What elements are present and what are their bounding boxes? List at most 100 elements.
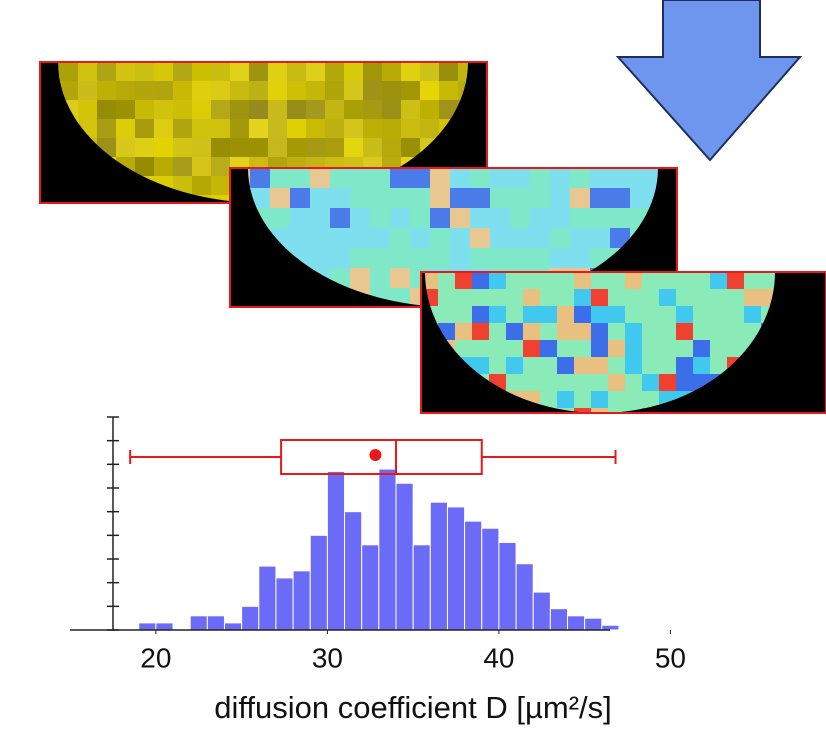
map-cell [350,268,371,289]
map-cell [154,100,174,120]
map-cell [530,248,551,269]
map-cell [744,306,762,324]
map-cell [591,408,609,426]
map-cell [574,272,592,290]
map-cell [506,289,524,307]
map-cell [659,340,677,358]
map-cell [401,62,421,82]
map-cell [642,357,660,375]
map-cell [490,188,511,209]
map-cell [290,188,311,209]
map-cell [382,100,402,120]
map-cell [306,138,326,158]
map-cell [230,81,250,101]
map-cell [625,374,643,392]
map-cell [211,62,231,82]
map-cell [370,268,391,289]
map-cell [438,306,456,324]
map-cell [363,138,383,158]
map-cell [211,119,231,139]
map-cell [489,357,507,375]
map-cell [116,62,136,82]
map-cell [574,340,592,358]
map-cell [540,272,558,290]
map-cell [211,138,231,158]
bar [259,566,276,630]
map-cell [306,119,326,139]
map-cell [173,81,193,101]
map-cell [363,81,383,101]
map-cell [330,208,351,229]
map-cell [230,119,250,139]
map-cell [249,81,269,101]
bar [430,502,447,630]
x-tick-label: 40 [483,642,514,673]
x-axis-label: diffusion coefficient D [µm²/s] [214,690,612,725]
map-cell [530,208,551,229]
map-cell [97,119,117,139]
bar [327,471,344,630]
bar [242,606,259,630]
map-cell [78,62,98,82]
map-cell [192,138,212,158]
bar [293,571,310,630]
map-cell [523,340,541,358]
map-cell [154,81,174,101]
map-cell [350,208,371,229]
map-cell [510,168,531,189]
map-cell [523,289,541,307]
map-cell [154,138,174,158]
map-cell [510,188,531,209]
map-cell [430,188,451,209]
map-cell [325,81,345,101]
map-cell [608,340,626,358]
map-cell [659,272,677,290]
map-cell [249,62,269,82]
map-cell [270,208,291,229]
map-cell [420,119,440,139]
map-cell [591,323,609,341]
arrow [618,0,800,160]
map-cell [455,306,473,324]
map-cell [192,62,212,82]
map-cell [625,323,643,341]
map-cell [676,306,694,324]
map-cell [154,62,174,82]
map-cell [410,248,431,269]
map-cell [270,168,291,189]
map-cell [438,289,456,307]
map-cell [154,157,174,177]
map-cell [523,323,541,341]
map-cell [306,100,326,120]
map-cell [642,374,660,392]
bar [310,535,327,630]
bar [482,528,499,630]
map-cell [470,208,491,229]
map-cell [420,62,440,82]
bar [190,616,207,630]
map-cell [370,228,391,249]
map-cell [450,208,471,229]
map-cell [135,62,155,82]
map-cell [78,100,98,120]
map-cell [344,62,364,82]
map-cell [676,323,694,341]
map-cell [693,323,711,341]
map-cell [550,248,571,269]
map-cell [390,168,411,189]
map-cell [330,228,351,249]
map-cell [608,272,626,290]
map-cell [173,100,193,120]
map-cell [506,323,524,341]
map-cell [574,374,592,392]
map-cell [211,157,231,177]
map-cell [470,168,491,189]
map-cell [693,289,711,307]
map-cell [557,340,575,358]
map-cell [455,323,473,341]
map-cell [693,357,711,375]
map-cell [325,138,345,158]
map-cell [78,81,98,101]
map-cell [430,248,451,269]
map-cell [510,228,531,249]
